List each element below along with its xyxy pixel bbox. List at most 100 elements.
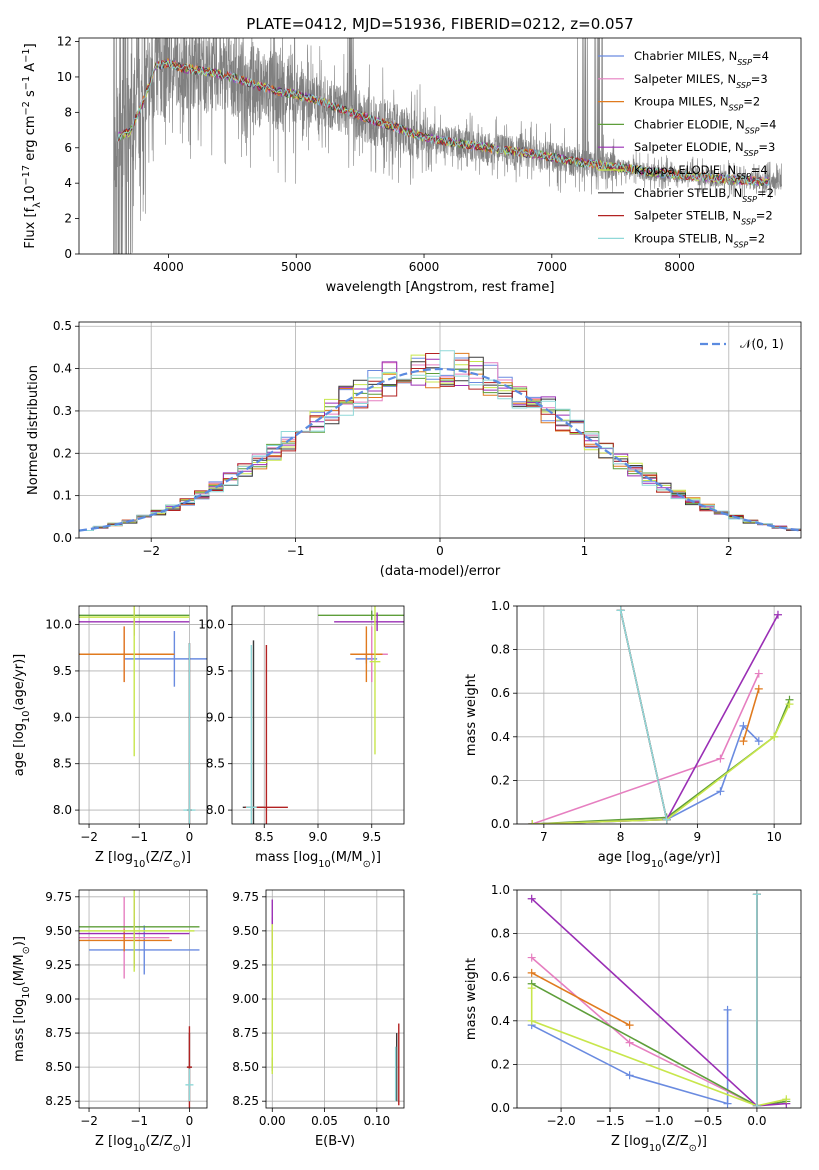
age-vs-Z-ytick-label: 9.0 <box>53 710 72 724</box>
mass-weight-vs-age-point-marker <box>770 732 779 741</box>
age-vs-Z-xtick-label: −2 <box>80 830 98 844</box>
mass-vs-EBV-ytick-label: 8.50 <box>232 1060 259 1074</box>
spectrum-model-line <box>116 60 770 185</box>
spectrum-xtick-label: 6000 <box>409 260 440 274</box>
mass-vs-Z-ylabel: mass [log10(M/M⊙)] <box>12 936 32 1062</box>
mass-weight-vs-age-ytick-label: 0.8 <box>491 643 510 657</box>
age-vs-mass-ytick-label: 9.0 <box>206 710 225 724</box>
mass-weight-vs-Z-point-marker <box>625 1021 634 1030</box>
mass-weight-vs-Z-xtick-label: −2.0 <box>546 1114 575 1128</box>
mass-vs-Z-xtick-label: −2 <box>80 1114 98 1128</box>
mass-vs-EBV-axes: 0.00 0.05 0.10 8.25 8.50 8.75 9.00 9.25 9.50 9.75… <box>232 889 405 1149</box>
residuals-axes: −2 −1 0 1 2 0.0 0.1 0.2 0.3 0.4 0.5 (data-model)/er… <box>26 319 802 579</box>
residual-legend-label: 𝒩(0, 1) <box>740 337 784 351</box>
legend-entry: Chabrier ELODIE, NSSP=4 <box>634 117 776 135</box>
mass-weight-vs-Z-point-marker <box>527 968 536 977</box>
mass-vs-EBV-xtick-label: 0.10 <box>363 1114 390 1128</box>
age-vs-Z-axes: −2 −1 0 8.0 8.5 9.0 9.5 10.0 Z [log10(Z/Z⊙)] age … <box>12 605 208 870</box>
mass-weight-vs-Z-xtick-label: 0.0 <box>747 1114 766 1128</box>
mass-weight-vs-Z-xlabel: Z [log10(Z/Z⊙)] <box>611 1134 707 1154</box>
mass-weight-vs-Z-plot-area <box>527 890 791 1108</box>
spectrum-ytick-label: 10 <box>57 70 72 84</box>
age-vs-mass-plot-area <box>242 606 404 824</box>
legend-entry: Chabrier MILES, NSSP=4 <box>634 49 769 67</box>
mass-weight-vs-age-ylabel: mass weight <box>464 674 479 756</box>
legend-entry: Salpeter STELIB, NSSP=2 <box>634 209 773 227</box>
mass-vs-EBV-ytick-label: 8.25 <box>232 1094 259 1108</box>
mass-weight-vs-age-xtick-label: 8 <box>617 830 625 844</box>
age-vs-mass-axes: 8.5 9.0 9.5 8.0 8.5 9.0 9.5 10.0 mass [log10(M/M… <box>198 605 405 870</box>
age-vs-mass-xlabel: mass [log10(M/M⊙)] <box>255 850 381 870</box>
mass-weight-vs-Z-series-line <box>531 1009 729 1105</box>
mass-weight-vs-age-ytick-label: 0.0 <box>491 817 510 831</box>
residuals-xtick-label: 2 <box>725 544 733 558</box>
age-vs-mass-ytick-label: 9.5 <box>206 664 225 678</box>
mass-vs-EBV-xtick-label: 0.05 <box>311 1114 338 1128</box>
mass-weight-vs-age-point-marker <box>739 721 748 730</box>
spectrum-frame <box>78 37 802 255</box>
mass-weight-vs-age-ytick-label: 1.0 <box>491 599 510 613</box>
residual-histogram <box>79 350 801 531</box>
residuals-ytick-label: 0.3 <box>53 404 72 418</box>
plots-layer: 4000 5000 6000 7000 8000024681012wavelength … <box>12 35 802 1154</box>
legend-entry: Chabrier STELIB, NSSP=2 <box>634 186 774 204</box>
age-vs-mass-ytick-label: 8.5 <box>206 757 225 771</box>
residuals-ytick-label: 0.5 <box>53 319 72 333</box>
residuals-ytick-label: 0.2 <box>53 446 72 460</box>
mass-vs-EBV-frame <box>265 889 405 1109</box>
mass-vs-Z-xtick-label: 0 <box>186 1114 194 1128</box>
mass-weight-vs-Z-point-marker <box>625 1071 634 1080</box>
normal-curve <box>79 367 801 532</box>
mass-weight-vs-age-xtick-label: 10 <box>766 830 781 844</box>
mass-vs-Z-ytick-label: 9.00 <box>45 992 72 1006</box>
age-vs-Z-plot-area <box>79 606 207 824</box>
mass-weight-vs-age-point-marker <box>754 669 763 678</box>
legend-entry: Salpeter MILES, NSSP=3 <box>634 72 768 90</box>
mass-vs-Z-ytick-label: 8.50 <box>45 1060 72 1074</box>
residuals-xtick-label: 0 <box>436 544 444 558</box>
mass-weight-vs-age-point-marker <box>754 684 763 693</box>
mass-vs-EBV-plot-area <box>271 899 400 1106</box>
age-vs-mass-ytick-label: 10.0 <box>198 618 225 632</box>
spectrum-xtick-label: 4000 <box>153 260 184 274</box>
mass-weight-vs-age-point-marker <box>616 606 625 615</box>
residuals-frame <box>78 321 802 539</box>
age-vs-Z-xtick-label: −1 <box>130 830 148 844</box>
mass-weight-vs-age-point-marker <box>739 737 748 746</box>
mass-weight-vs-Z-series-line <box>531 972 630 1026</box>
residuals-xtick-label: 1 <box>581 544 589 558</box>
mass-weight-vs-age-point-marker <box>528 820 537 824</box>
residuals-ytick-label: 0.1 <box>53 489 72 503</box>
age-vs-Z-ylabel: age [log10(age/yr)] <box>12 654 32 777</box>
mass-vs-Z-ytick-label: 8.75 <box>45 1026 72 1040</box>
legend-entry: Kroupa MILES, NSSP=2 <box>634 95 760 113</box>
residuals-xtick-label: −2 <box>142 544 160 558</box>
mass-weight-vs-Z-ytick-label: 0.2 <box>491 1057 510 1071</box>
mass-vs-EBV-xlabel: E(B-V) <box>315 1134 355 1149</box>
mass-weight-vs-Z-ytick-label: 1.0 <box>491 883 510 897</box>
mass-weight-vs-Z-point-marker <box>527 1016 536 1025</box>
mass-weight-vs-Z-point-marker <box>723 1099 732 1108</box>
mass-weight-vs-age-point-marker <box>716 787 725 796</box>
spectrum-ylabel: Flux [fλ10−17 erg cm−2 s−1 A−1] <box>21 43 43 248</box>
mass-weight-vs-Z-point-marker <box>527 894 536 903</box>
mass-weight-vs-Z-axes: −2.0 −1.5 −1.0 −0.5 0.0 0.0 0.2 0.4 0.6 0.8 1.0 Z [… <box>464 883 802 1154</box>
spectrum-legend: Chabrier MILES, NSSP=4 Salpeter MILES, NS… <box>598 49 776 249</box>
residuals-ytick-label: 0.0 <box>53 531 72 545</box>
age-vs-Z-ytick-label: 10.0 <box>45 618 72 632</box>
mass-weight-vs-age-point-marker <box>662 815 671 824</box>
mass-weight-vs-Z-frame <box>516 889 802 1109</box>
figure-title: PLATE=0412, MJD=51936, FIBERID=0212, z=0… <box>246 15 633 33</box>
mass-weight-vs-age-point-marker <box>773 610 782 619</box>
mass-weight-vs-Z-point-marker <box>527 984 536 993</box>
age-vs-mass-xtick-label: 9.0 <box>308 830 327 844</box>
mass-weight-vs-age-ytick-label: 0.4 <box>491 730 510 744</box>
legend-entry: Salpeter ELODIE, NSSP=3 <box>634 140 775 158</box>
mass-weight-vs-Z-xtick-label: −0.5 <box>693 1114 722 1128</box>
spectrum-xlabel: wavelength [Angstrom, rest frame] <box>326 280 555 295</box>
mass-vs-Z-frame <box>78 889 208 1109</box>
mass-weight-vs-age-series-line <box>619 610 668 820</box>
residuals-ytick-label: 0.4 <box>53 362 72 376</box>
